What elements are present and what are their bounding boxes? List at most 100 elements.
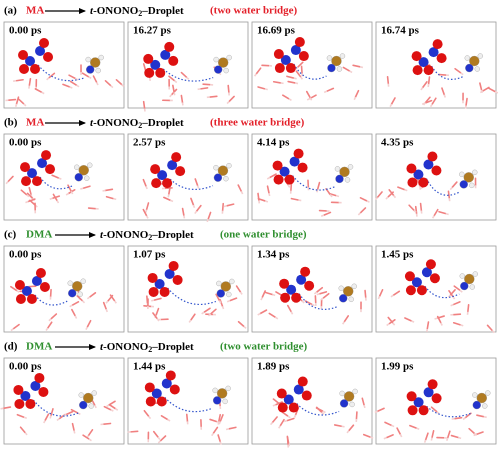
atom — [144, 67, 155, 78]
atom — [331, 55, 342, 67]
water — [453, 416, 463, 420]
atom — [19, 64, 30, 75]
water — [172, 84, 175, 94]
water-h — [186, 76, 190, 80]
water — [81, 72, 90, 78]
time-label: 1.07 ps — [133, 249, 166, 261]
water — [48, 72, 56, 79]
atom — [80, 278, 86, 284]
water — [28, 77, 32, 87]
water — [431, 97, 437, 105]
atom — [472, 271, 478, 277]
water — [221, 202, 225, 212]
water — [194, 178, 199, 187]
water-h — [392, 194, 397, 199]
water — [105, 195, 115, 200]
water-h — [74, 77, 79, 81]
water — [396, 427, 402, 436]
water-h — [0, 407, 4, 410]
arrow-head — [79, 8, 86, 14]
water-h — [23, 103, 27, 107]
water — [385, 434, 394, 439]
atom — [164, 41, 175, 52]
water — [82, 185, 91, 190]
water-h — [377, 295, 381, 300]
atom — [14, 279, 25, 290]
product-tail: –Droplet — [141, 5, 184, 17]
water — [142, 208, 148, 217]
atom — [38, 386, 49, 397]
snapshot-panel: 1.45 ps — [375, 245, 497, 334]
atom — [296, 274, 307, 285]
water-h — [81, 300, 86, 304]
water-h — [287, 415, 291, 419]
atom — [334, 166, 341, 172]
water — [257, 86, 266, 90]
row-label: (a) — [4, 5, 17, 17]
product-tail: –Droplet — [151, 229, 194, 241]
water-h — [329, 193, 333, 198]
atom — [273, 49, 284, 60]
water-h — [211, 432, 215, 437]
water — [433, 208, 439, 217]
atom — [291, 292, 302, 303]
water — [159, 435, 167, 442]
atom — [338, 285, 344, 291]
atom — [476, 392, 487, 404]
water — [452, 321, 462, 326]
time-label: 1.45 ps — [381, 249, 414, 261]
atom — [274, 63, 285, 74]
reactant: MA — [26, 5, 44, 17]
water — [103, 405, 112, 411]
water — [71, 308, 76, 317]
water-h — [293, 77, 297, 80]
water-h — [462, 417, 466, 421]
water — [279, 418, 285, 427]
water-h — [41, 91, 45, 95]
water-h — [240, 190, 244, 195]
water — [152, 430, 159, 438]
atom — [79, 400, 88, 410]
water-h — [70, 190, 74, 195]
product-text: -ONONO — [103, 229, 149, 241]
water-h — [386, 323, 390, 327]
atom — [293, 384, 304, 395]
water — [424, 96, 431, 104]
water — [65, 410, 74, 416]
water-h — [443, 94, 447, 98]
water — [15, 96, 20, 105]
water — [235, 285, 242, 293]
atom — [13, 384, 24, 395]
water-h — [440, 322, 443, 326]
atom — [226, 54, 232, 61]
atom — [168, 260, 179, 271]
atom — [406, 163, 417, 174]
water — [115, 79, 123, 86]
water-h — [253, 73, 258, 77]
water-h — [46, 77, 50, 81]
water-h — [167, 194, 170, 198]
water — [354, 89, 360, 98]
water — [362, 433, 372, 438]
water-h — [346, 430, 350, 434]
water-h — [385, 196, 389, 200]
water-h — [65, 192, 70, 196]
product-sub: 2 — [148, 345, 152, 354]
panel-frame — [127, 21, 249, 109]
atom — [436, 53, 447, 64]
atom — [412, 65, 423, 76]
water — [343, 315, 350, 323]
atom — [413, 397, 424, 408]
water-h — [201, 311, 205, 315]
water-h — [196, 185, 200, 189]
atom — [95, 67, 101, 74]
water — [209, 308, 217, 315]
water — [348, 424, 355, 432]
water — [76, 295, 84, 302]
water-h — [457, 436, 462, 440]
water — [207, 211, 212, 220]
water-h — [225, 428, 230, 431]
panel-frame — [375, 133, 497, 221]
bridge-label: (two water bridge) — [220, 341, 307, 353]
row-label: (b) — [4, 117, 18, 129]
